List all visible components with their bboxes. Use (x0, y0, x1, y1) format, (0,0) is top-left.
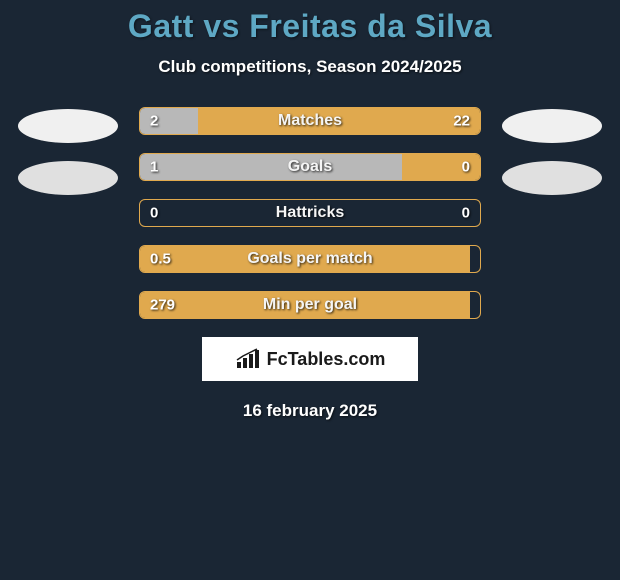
comparison-card: Gatt vs Freitas da Silva Club competitio… (0, 0, 620, 421)
stat-bar-right-value: 22 (453, 113, 470, 130)
stat-bar-left-value: 0.5 (150, 251, 171, 268)
stat-bar-left-segment (140, 108, 198, 134)
page-title: Gatt vs Freitas da Silva (0, 8, 620, 45)
stat-bar: Goals 1 0 (139, 153, 481, 181)
brand-text: FcTables.com (267, 349, 386, 370)
left-player-shape-2 (18, 161, 118, 195)
stat-bar-left-value: 0 (150, 205, 158, 222)
stat-bar-label: Goals per match (247, 250, 372, 268)
stat-bar: Matches222 (139, 107, 481, 135)
stat-bar-label: Hattricks (276, 204, 344, 222)
left-player-shape-1 (18, 109, 118, 143)
right-player-shape-1 (502, 109, 602, 143)
stat-bar: Min per goal 279 (139, 291, 481, 319)
right-player-col (497, 107, 607, 195)
stat-bar-left-segment (140, 154, 402, 180)
stat-bar-left-value: 279 (150, 297, 175, 314)
right-player-shape-2 (502, 161, 602, 195)
stat-bar-label: Min per goal (263, 296, 357, 314)
stat-bar: Goals per match 0.5 (139, 245, 481, 273)
stat-bar-label: Matches (278, 112, 342, 130)
comparison-bars: Matches222Goals10Hattricks00Goals per ma… (139, 107, 481, 319)
brand-badge: FcTables.com (202, 337, 418, 381)
footer-date: 16 february 2025 (0, 401, 620, 421)
stat-bar-right-value: 0 (462, 205, 470, 222)
stats-area: Matches222Goals10Hattricks00Goals per ma… (0, 107, 620, 319)
stat-bar-left-value: 1 (150, 159, 158, 176)
stat-bar-label: Goals (288, 158, 332, 176)
left-player-col (13, 107, 123, 195)
stat-bar-right-value: 0 (462, 159, 470, 176)
stat-bar-left-value: 2 (150, 113, 158, 130)
page-subtitle: Club competitions, Season 2024/2025 (0, 57, 620, 77)
stat-bar: Hattricks 0 0 (139, 199, 481, 227)
brand-chart-icon (235, 348, 261, 370)
